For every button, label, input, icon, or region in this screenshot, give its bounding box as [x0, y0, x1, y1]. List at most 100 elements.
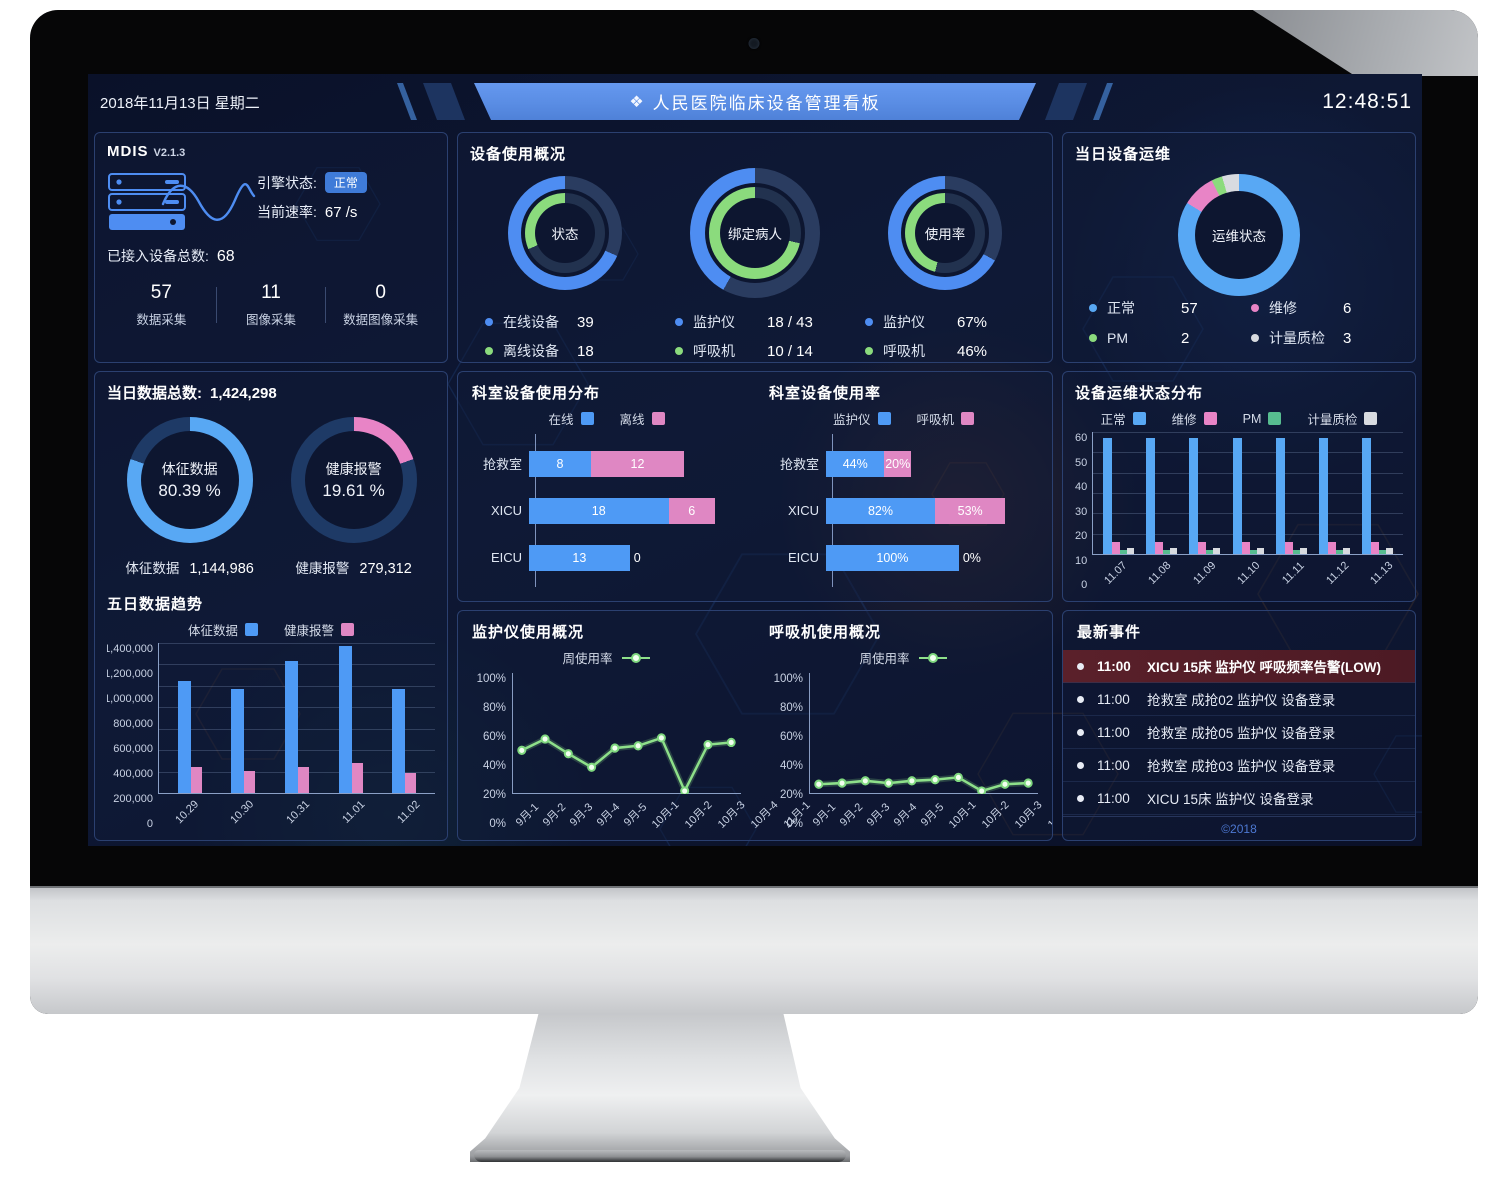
- bar: [1189, 438, 1199, 554]
- x-tick-label: 10月-3: [715, 799, 748, 831]
- data-point: [1000, 779, 1010, 789]
- legend: 在线 离线: [472, 409, 741, 428]
- x-tick-label: 9月-4: [891, 801, 920, 829]
- x-tick-label: 9月-1: [513, 801, 542, 829]
- x-tick-label: 10月-4: [1045, 799, 1053, 831]
- x-tick-label: 11.01: [339, 798, 368, 826]
- data-point: [860, 776, 870, 786]
- x-tick-label: 9月-3: [864, 801, 893, 829]
- y-tick-label: 20: [1075, 530, 1088, 542]
- bar-value-label: 100%: [876, 550, 909, 565]
- usage-rate-donut-group: 使用率 监护仪 67% 呼吸机: [850, 168, 1040, 362]
- legend: 监护仪 呼吸机: [769, 409, 1038, 428]
- usage-body: 状态 在线设备 39 离线设备: [470, 168, 1040, 362]
- title-banner: ❖ 人民医院临床设备管理看板: [397, 83, 1113, 120]
- event-time: 11:00: [1097, 757, 1130, 773]
- gridline: [1093, 472, 1403, 474]
- data-point: [540, 734, 550, 744]
- legend-dot: [865, 347, 873, 355]
- panel-title: 设备运维状态分布: [1075, 385, 1204, 402]
- data-point: [703, 740, 713, 750]
- y-tick-label: 10: [1075, 554, 1088, 567]
- x-tick-label: 9月-1: [810, 801, 839, 829]
- x-tick-label: 11.09: [1190, 559, 1219, 587]
- x-tick: 9月-4: [890, 801, 920, 830]
- legend-item: 呼吸机 10 / 14: [675, 341, 835, 361]
- x-tick-label: 9月-2: [837, 801, 866, 829]
- legend-item: 监护仪 18 / 43: [675, 312, 835, 332]
- data-point: [517, 745, 527, 755]
- bar: [1292, 549, 1300, 554]
- mdis-version: V2.1.3: [153, 147, 186, 159]
- divider: [325, 287, 327, 323]
- event-dot: [1077, 728, 1084, 736]
- hospital-logo-icon: ❖: [629, 93, 644, 111]
- data-point: [656, 733, 666, 743]
- legend: 周使用率: [472, 648, 741, 667]
- vital-data-value: 体征数据 1,144,986: [125, 561, 254, 577]
- donut-center: 健康报警 19.61 %: [304, 431, 403, 529]
- data-point: [680, 786, 690, 794]
- legend-dot: [485, 347, 493, 355]
- legend: 监护仪 67% 呼吸机 46%: [865, 312, 1025, 361]
- bar-value-label: 6: [688, 503, 696, 518]
- daily-data-total: 当日数据总数: 1,424,298: [107, 385, 277, 402]
- plot-area: [809, 673, 1038, 794]
- ops-status-donut: 运维状态: [1178, 174, 1300, 296]
- bar-segment: 6: [668, 497, 715, 524]
- event-dot: [1077, 761, 1084, 769]
- monitor-bezel-highlight: [1252, 10, 1478, 76]
- bar: [1342, 547, 1350, 554]
- date-label: 2018年11月13日 星期二: [100, 94, 260, 112]
- y-tick-label: 100%: [476, 673, 506, 685]
- bar: [284, 661, 298, 793]
- event-dot: [1077, 695, 1084, 703]
- legend-swatch: [961, 412, 975, 425]
- data-point: [930, 775, 940, 785]
- x-tick: 10.31: [269, 798, 324, 830]
- x-axis-labels: 11.07 11.08 11.09 11.10 11.11 11.12 11.13: [1092, 555, 1403, 591]
- event-row: 11:00 抢救室 成抢05 监护仪 设备登录: [1063, 716, 1415, 749]
- x-tick: 11.11: [1270, 560, 1314, 591]
- x-tick-label: 10月-1: [649, 799, 682, 831]
- x-tick-label: 11.13: [1368, 559, 1396, 587]
- category-label: XICU: [787, 503, 819, 518]
- bar: [351, 763, 363, 793]
- x-tick: 9月-5: [917, 801, 946, 830]
- bar-value-label: 82%: [867, 503, 893, 518]
- data-point: [837, 778, 847, 788]
- x-tick: 11.09: [1181, 559, 1225, 591]
- legend-item: PM 2: [1089, 328, 1227, 348]
- bar: [1256, 547, 1264, 554]
- data-point: [1023, 778, 1033, 788]
- data-point: [884, 778, 894, 788]
- status-donut: 状态: [508, 176, 622, 290]
- bar-track: 8 12: [529, 450, 715, 477]
- bar-group: [1189, 432, 1221, 554]
- h-bar-row: XICU 82% 53%: [769, 497, 1012, 524]
- bar-value-label: 44%: [842, 456, 868, 471]
- event-time: 11:00: [1097, 658, 1131, 674]
- x-tick-label: 10月-1: [946, 799, 979, 831]
- legend-item: 计量质检 3: [1251, 328, 1389, 348]
- x-axis-labels: 9月-1 9月-2 9月-3 9月-4 9月-5 10月-1 10月-2 10月-3 10月-4…: [809, 794, 1052, 831]
- clock-label: 12:48:51: [1322, 90, 1412, 113]
- data-point: [726, 737, 736, 748]
- ops-distribution-chart: 60 50 40 30 20 10 0 11.07 11.08 11.09 11.10 11.11 11…: [1075, 432, 1403, 591]
- bar-group: [1232, 432, 1264, 554]
- gridline: [1093, 432, 1403, 433]
- bar: [1249, 549, 1257, 554]
- engine-status-row: 引擎状态: 正常: [257, 172, 435, 193]
- plot-column: 9月-1 9月-2 9月-3 9月-4 9月-5 10月-1 10月-2 10月-3 10月-4…: [512, 673, 813, 831]
- bar: [1206, 549, 1214, 554]
- gridline: [159, 643, 435, 644]
- legend-item: 体征数据: [188, 620, 258, 639]
- legend-swatch: [1132, 412, 1146, 425]
- y-tick-label: 80%: [482, 702, 506, 714]
- legend: 周使用率: [769, 648, 1038, 667]
- bar-value-label: 13: [572, 550, 587, 565]
- data-point: [977, 786, 987, 794]
- event-text: 抢救室 成抢05 监护仪 设备登录: [1147, 726, 1336, 741]
- plot-column: 9月-1 9月-2 9月-3 9月-4 9月-5 10月-1 10月-2 10月-3 10月-4…: [809, 673, 1052, 831]
